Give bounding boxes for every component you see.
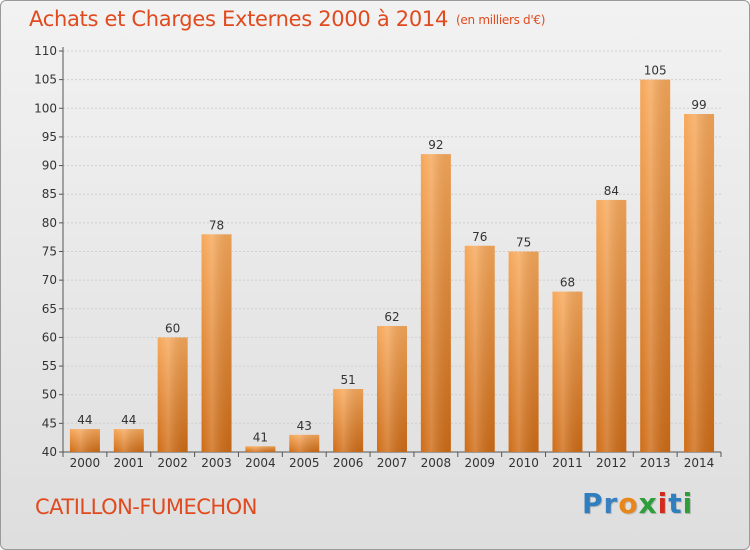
x-tick-label: 2014 [684,456,715,470]
bar-2003 [201,234,232,452]
chart-title: Achats et Charges Externes 2000 à 2014 (e… [29,7,545,31]
y-tick-label: 50 [42,388,57,402]
bar-value-label: 78 [209,218,224,232]
logo-letter: P [582,487,604,520]
x-tick-label: 2005 [289,456,320,470]
y-tick-label: 110 [34,44,57,58]
bar-value-label: 62 [384,310,399,324]
bar-sheen [69,429,100,452]
y-tick-label: 65 [42,302,57,316]
bar-sheen [377,325,407,452]
logo-letter: o [618,487,639,520]
bar-value-label: 44 [77,413,92,427]
y-tick-label: 90 [42,159,57,173]
x-tick-label: 2003 [201,456,232,470]
value-labels: 44 44 60 78 41 43 51 62 92 76 75 68 84 105 99 [77,64,706,445]
bar-value-label: 51 [340,373,355,387]
bar-value-label: 43 [297,419,312,433]
bar-value-label: 41 [253,430,268,444]
x-tick-label: 2000 [70,456,101,470]
x-tick-label: 2010 [508,456,539,470]
bar-2005 [289,434,320,452]
bar-sheen [640,79,671,453]
y-tick-label: 100 [34,101,57,115]
bar-2012 [596,199,627,452]
y-tick-label: 40 [42,445,57,459]
bar-sheen [464,245,495,452]
bar-value-label: 76 [472,230,487,244]
x-tick-label: 2007 [377,456,408,470]
y-tick-label: 75 [42,245,57,259]
logo-letter: i [657,487,669,520]
bar-sheen [420,154,451,452]
x-axis-ticks: 2000 2001 2002 2003 2004 2005 2006 2007 2008 2009… [62,452,722,470]
bar-value-label: 44 [121,413,136,427]
x-tick-label: 2001 [114,456,145,470]
bar-2014 [684,114,715,452]
y-tick-label: 55 [42,359,57,373]
bar-2013 [640,79,671,453]
y-tick-label: 105 [34,73,57,87]
chart-subtitle: (en milliers d'€) [456,13,546,27]
bar-sheen [508,251,539,452]
proxiti-logo: Proxiti [582,487,693,520]
x-tick-label: 2009 [464,456,495,470]
bar-sheen [684,114,715,452]
logo-letter: i [682,487,694,520]
bar-chart: 40 45 50 55 60 65 70 75 80 85 90 95 100 105 110 44 44 60… [34,44,722,470]
bar-2010 [508,251,539,452]
bar-value-label: 84 [604,184,619,198]
bar-sheen [552,291,583,452]
bar-value-label: 60 [165,321,180,335]
bar-2006 [333,388,364,452]
y-tick-label: 45 [42,416,57,430]
bar-2009 [464,245,495,452]
bar-2004 [245,446,276,452]
bar-sheen [201,234,232,452]
bar-2001 [113,429,144,452]
x-tick-label: 2008 [421,456,452,470]
bar-sheen [596,199,627,452]
logo-letter: t [668,487,683,520]
bar-sheen [245,446,276,452]
bar-sheen [333,388,364,452]
logo-letter: r [603,487,619,520]
logo-letter: x [638,487,658,520]
x-tick-label: 2006 [333,456,364,470]
y-axis-ticks: 40 45 50 55 60 65 70 75 80 85 90 95 100 105 110 [34,44,63,459]
bar-sheen [157,337,188,452]
chart-title-text: Achats et Charges Externes 2000 à 2014 [29,7,449,31]
x-tick-label: 2013 [640,456,671,470]
y-tick-label: 95 [42,130,57,144]
bar-value-label: 105 [644,64,667,78]
bar-sheen [289,434,320,452]
y-tick-label: 85 [42,187,57,201]
bar-value-label: 68 [560,276,575,290]
bar-2008 [420,154,451,452]
bar-value-label: 75 [516,236,531,250]
y-tick-label: 70 [42,273,57,287]
bar-2011 [552,291,583,452]
x-tick-label: 2011 [552,456,583,470]
bar-2002 [157,337,188,452]
y-tick-label: 80 [42,216,57,230]
x-tick-label: 2012 [596,456,627,470]
y-tick-label: 60 [42,330,57,344]
bar-value-label: 92 [428,138,443,152]
x-tick-label: 2002 [157,456,188,470]
bars [69,79,715,453]
commune-name: CATILLON-FUMECHON [35,495,257,519]
bar-value-label: 99 [691,98,706,112]
bar-2007 [377,325,407,452]
bar-2000 [69,429,100,452]
bar-sheen [113,429,144,452]
x-tick-label: 2004 [245,456,276,470]
